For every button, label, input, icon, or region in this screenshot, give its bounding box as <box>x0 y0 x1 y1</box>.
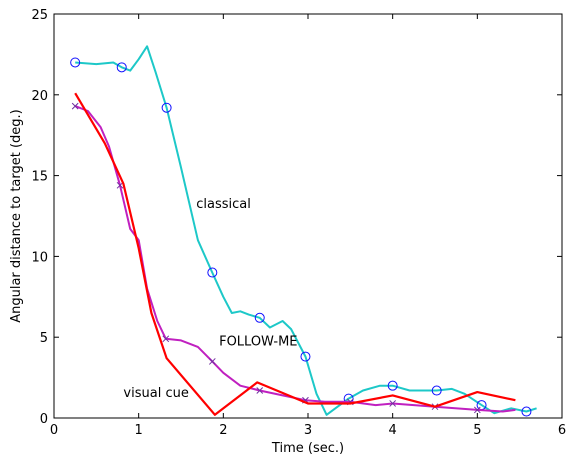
data-point-classical <box>387 380 398 391</box>
y-tick-label: 15 <box>31 170 48 185</box>
y-tick-label: 20 <box>31 89 48 104</box>
annotation-visual-cue: visual cue <box>123 386 188 401</box>
x-tick-label: 0 <box>50 423 58 438</box>
series-layer <box>70 45 537 417</box>
data-point-classical <box>254 312 265 323</box>
ticks-layer: 0 1 2 3 4 5 6 0 5 10 15 20 25 <box>31 8 566 438</box>
data-point-classical <box>300 351 311 362</box>
y-tick-label: 10 <box>31 250 48 265</box>
x-axis-label: Time (sec.) <box>271 441 344 456</box>
data-point-follow-me <box>208 358 216 365</box>
data-point-classical <box>116 62 127 73</box>
data-point-classical <box>207 267 218 278</box>
series-line-classical <box>75 45 537 416</box>
y-tick-label: 5 <box>40 331 48 346</box>
x-tick-label: 4 <box>389 423 397 438</box>
x-tick-label: 2 <box>219 423 227 438</box>
x-tick-label: 3 <box>304 423 312 438</box>
data-point-follow-me <box>256 387 264 394</box>
data-point-follow-me <box>162 335 170 343</box>
annotations-layer: classical FOLLOW-ME visual cue <box>123 197 297 401</box>
x-tick-label: 1 <box>135 423 143 438</box>
annotation-classical: classical <box>196 197 251 212</box>
annotation-follow-me: FOLLOW-ME <box>219 334 297 349</box>
data-point-classical <box>521 406 532 417</box>
data-point-classical <box>431 385 442 396</box>
data-point-follow-me <box>71 102 79 110</box>
data-point-classical <box>70 57 81 68</box>
data-point-classical <box>161 102 172 113</box>
x-tick-label: 6 <box>558 423 566 438</box>
y-tick-label: 0 <box>40 412 48 427</box>
series-line-visual-cue <box>74 92 516 416</box>
series-line-follow-me <box>74 105 516 413</box>
y-axis-label: Angular distance to target (deg.) <box>9 109 24 323</box>
y-tick-label: 25 <box>31 8 48 23</box>
data-point-follow-me <box>389 400 397 407</box>
x-tick-label: 5 <box>473 423 481 438</box>
data-point-follow-me <box>473 406 481 414</box>
